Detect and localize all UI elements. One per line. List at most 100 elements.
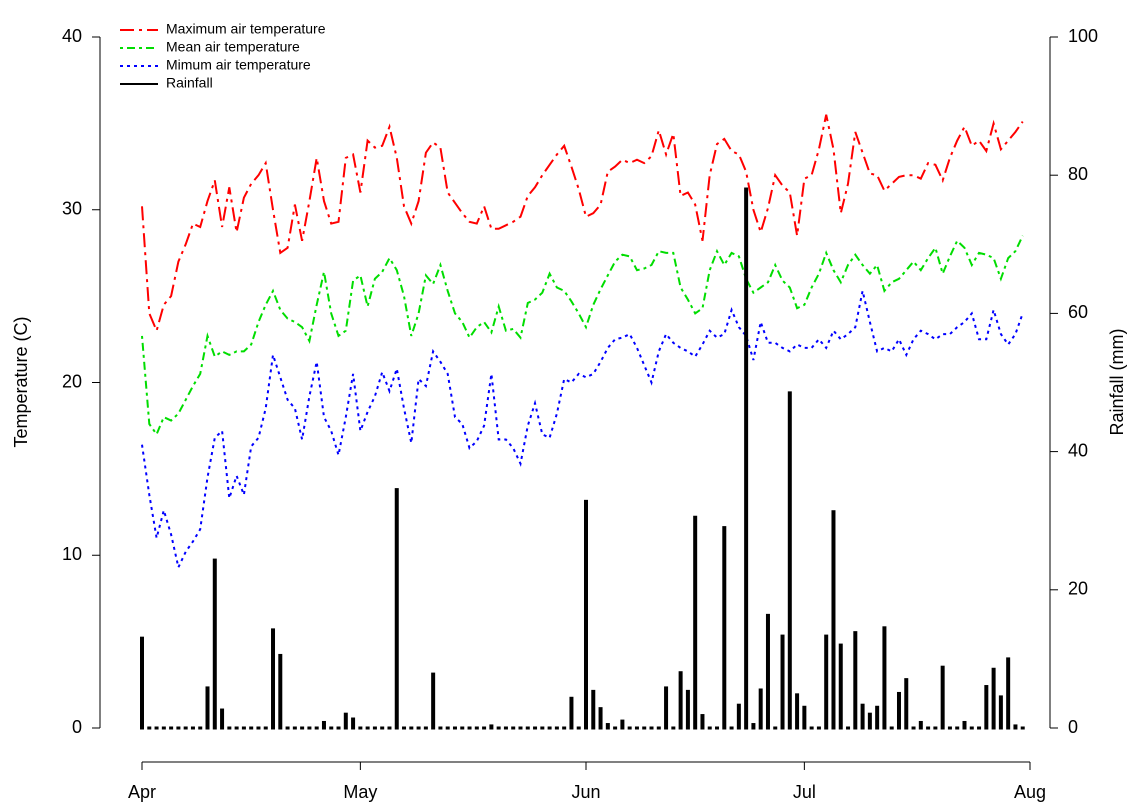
rain-bar [998,695,1003,730]
rain-bar [212,558,217,730]
rain-bar [285,726,290,730]
rain-bar [846,726,851,730]
rain-bar [511,726,516,730]
rain-bar [896,691,901,730]
rain-bar [314,726,319,730]
rain-bar [460,726,465,730]
y-tick-label: 20 [62,371,82,391]
rain-bar [321,720,326,730]
rain-bar [540,726,545,730]
rain-bar [205,686,210,730]
rain-bar [1006,657,1011,730]
rain-bar [1020,726,1025,730]
rain-bar [562,726,567,730]
x-tick-label: Apr [128,782,156,802]
rain-bar [438,726,443,730]
rain-bar [991,667,996,730]
rain-bar [569,696,574,730]
rain-bar [649,726,654,730]
y2-tick-label: 100 [1068,26,1098,46]
rain-bar [234,726,239,730]
y-axis-title: Temperature (C) [11,316,31,447]
rain-bar [787,391,792,730]
rain-bar [474,726,479,730]
rain-bar [380,726,385,730]
rain-bar [729,726,734,730]
rain-bar [853,631,858,730]
rain-bar [613,726,618,730]
rain-bar [773,726,778,730]
rain-bar [329,726,334,730]
rain-bar [423,726,428,730]
rain-bar [336,726,341,730]
rain-bar [300,726,305,730]
rain-bar [154,726,159,730]
rain-bar [707,726,712,730]
rain-bar [693,515,698,730]
rain-bar [984,685,989,730]
rain-bar [263,726,268,730]
rain-bar [169,726,174,730]
rain-bar [343,712,348,730]
rain-bar [904,678,909,730]
rain-bar [1013,724,1018,730]
rain-bar [452,726,457,730]
rain-bar [780,634,785,730]
rain-bar [220,708,225,730]
rain-bar [496,726,501,730]
rain-bar [533,726,538,730]
rain-bar [882,626,887,730]
rain-bar [751,723,756,730]
line-series [141,114,1024,334]
x-tick-label: Jun [571,782,600,802]
rain-bar [838,643,843,730]
rain-bar [969,726,974,730]
x-tick-label: Aug [1014,782,1046,802]
rain-bar [809,726,814,730]
rain-bar [445,726,450,730]
rain-bar [271,628,276,730]
rain-bar [685,689,690,730]
rain-bar [824,634,829,730]
rain-bar [889,726,894,730]
rain-bar [591,689,596,730]
legend-label: Mean air temperature [166,39,300,55]
rain-bar [365,726,370,730]
rain-bar [547,726,552,730]
rain-bar [576,726,581,730]
y2-axis-title: Rainfall (mm) [1107,328,1127,435]
rain-bar [642,726,647,730]
y-tick-label: 10 [62,544,82,564]
rain-bar [467,726,472,730]
rain-bar [940,665,945,730]
rain-bar [634,726,639,730]
legend-label: Maximum air temperature [166,21,326,37]
rain-bar [409,726,414,730]
rain-bar [620,719,625,730]
rain-bar [307,726,312,730]
rain-bar [598,707,603,730]
rain-bar [198,726,203,730]
rain-bar [190,726,195,730]
rain-bar [918,720,923,730]
rain-bar [802,705,807,730]
rain-bar [416,726,421,730]
rain-bar [955,726,960,730]
y-tick-label: 0 [72,717,82,737]
legend-label: Rainfall [166,75,213,91]
rain-bar [482,726,487,730]
rain-bar [911,726,916,730]
rain-bar [867,712,872,730]
rain-bar [977,726,982,730]
y2-tick-label: 20 [1068,579,1088,599]
rain-bar [503,726,508,730]
rain-bar [671,726,676,730]
rain-bar [584,499,588,730]
rain-bar [183,726,188,730]
rain-bar [358,726,363,730]
rain-bar [387,726,392,730]
rain-bar [947,726,952,730]
rain-bar [765,613,770,730]
rain-bar [431,672,436,730]
